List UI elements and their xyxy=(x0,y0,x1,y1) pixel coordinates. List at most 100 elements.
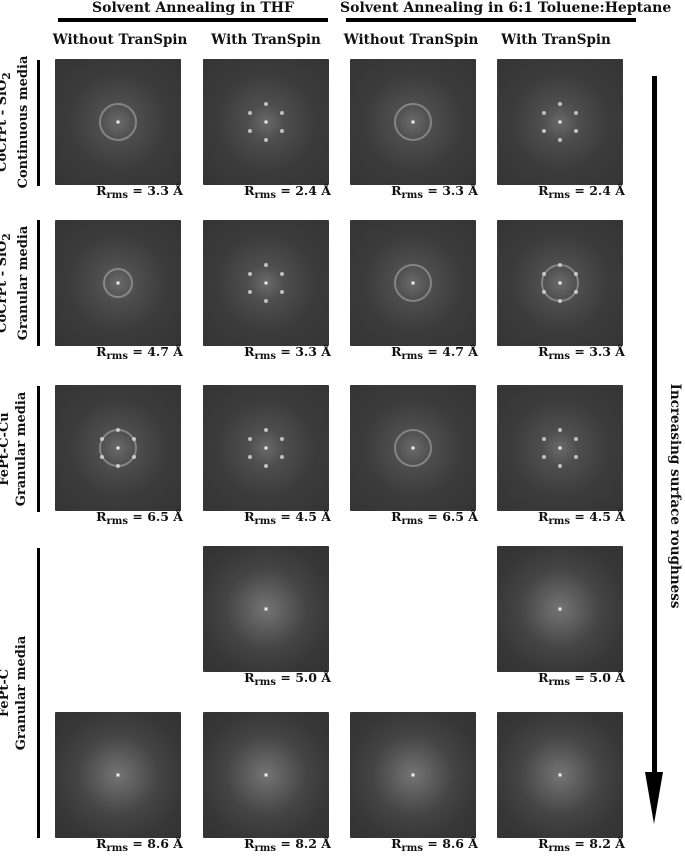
rms-symbol: R xyxy=(244,670,255,685)
fft-image-r1-c1 xyxy=(55,59,181,185)
rms-label-r3-c4: Rrms = 4.5 Å xyxy=(499,509,625,527)
row-label-1: CoCrPt - SiO2 Continuous media xyxy=(0,56,32,189)
rms-value: = 2.4 Å xyxy=(574,183,625,198)
row-label-1-line1: CoCrPt - SiO xyxy=(0,79,11,172)
fft-spot xyxy=(558,299,562,303)
fft-image-r2-c2 xyxy=(203,220,329,346)
roughness-arrow-label: Increasing surface roughness xyxy=(667,383,683,609)
rms-label-r3-c1: Rrms = 6.5 Å xyxy=(57,509,183,527)
fft-ring xyxy=(394,429,432,467)
rms-label-r4-c4: Rrms = 5.0 Å xyxy=(499,670,625,688)
rms-subscript: rms xyxy=(401,516,424,527)
rms-value: = 5.0 Å xyxy=(574,670,625,685)
fft-image-r4-c4 xyxy=(497,546,623,672)
rms-symbol: R xyxy=(538,836,549,851)
rms-subscript: rms xyxy=(548,351,571,362)
fft-ring xyxy=(103,268,133,298)
fft-center xyxy=(264,446,268,450)
rms-subscript: rms xyxy=(106,351,129,362)
fft-image-r3-c3 xyxy=(350,385,476,511)
fft-image-r2-c4 xyxy=(497,220,623,346)
fft-spot xyxy=(116,464,120,468)
fft-spot xyxy=(248,437,252,441)
row-bar-4 xyxy=(37,548,40,838)
rms-symbol: R xyxy=(538,344,549,359)
fft-spot xyxy=(542,290,546,294)
fft-image-r1-c2 xyxy=(203,59,329,185)
rms-value: = 4.5 Å xyxy=(280,509,331,524)
row-label-2-line2: Granular media xyxy=(15,225,31,341)
fft-spot xyxy=(542,111,546,115)
fft-ring xyxy=(394,264,432,302)
fft-spot xyxy=(574,455,578,459)
fft-center xyxy=(558,281,562,285)
rms-value: = 2.4 Å xyxy=(280,183,331,198)
column-header-1: Without TranSpin xyxy=(52,32,188,48)
fft-spot xyxy=(542,129,546,133)
rms-value: = 3.3 Å xyxy=(574,344,625,359)
row-label-2-sub: 2 xyxy=(0,233,13,241)
fft-spot xyxy=(574,437,578,441)
fft-spot xyxy=(248,111,252,115)
rms-subscript: rms xyxy=(106,190,129,201)
roughness-arrow-shaft xyxy=(652,76,657,776)
row-label-3-line1: FePt-C-Cu xyxy=(0,412,12,486)
fft-spot xyxy=(100,437,104,441)
rms-symbol: R xyxy=(391,344,402,359)
fft-spot xyxy=(542,455,546,459)
group-title-toluene-heptane: Solvent Annealing in 6:1 Toluene:Heptane xyxy=(340,0,672,16)
row-label-4-line1: FePt-C xyxy=(0,668,12,718)
fft-center xyxy=(264,773,268,777)
column-header-3: Without TranSpin xyxy=(343,32,479,48)
fft-center xyxy=(558,607,562,611)
rms-value: = 4.5 Å xyxy=(574,509,625,524)
rms-subscript: rms xyxy=(548,677,571,688)
rms-symbol: R xyxy=(244,509,255,524)
fft-spot xyxy=(132,437,136,441)
fft-center xyxy=(116,281,120,285)
rms-subscript: rms xyxy=(254,843,277,854)
rms-label-r5-c1: Rrms = 8.6 Å xyxy=(57,836,183,854)
fft-center xyxy=(411,446,415,450)
rms-label-r2-c3: Rrms = 4.7 Å xyxy=(352,344,478,362)
rms-symbol: R xyxy=(538,509,549,524)
fft-spot xyxy=(264,263,268,267)
fft-spot xyxy=(558,464,562,468)
fft-spot xyxy=(264,299,268,303)
rms-label-r1-c4: Rrms = 2.4 Å xyxy=(499,183,625,201)
fft-image-r5-c3 xyxy=(350,712,476,838)
fft-center xyxy=(116,773,120,777)
fft-spot xyxy=(280,111,284,115)
fft-image-r4-c2 xyxy=(203,546,329,672)
rms-label-r5-c2: Rrms = 8.2 Å xyxy=(205,836,331,854)
fft-spot xyxy=(132,455,136,459)
fft-spot xyxy=(248,290,252,294)
roughness-arrow-head xyxy=(645,772,663,824)
rms-subscript: rms xyxy=(548,190,571,201)
fft-spot xyxy=(280,455,284,459)
rms-value: = 3.3 Å xyxy=(280,344,331,359)
rms-subscript: rms xyxy=(254,516,277,527)
rms-symbol: R xyxy=(96,183,107,198)
fft-spot xyxy=(280,290,284,294)
fft-center xyxy=(558,773,562,777)
fft-image-r3-c1 xyxy=(55,385,181,511)
fft-spot xyxy=(248,455,252,459)
fft-spot xyxy=(558,428,562,432)
row-bar-2 xyxy=(37,220,40,346)
rms-subscript: rms xyxy=(401,843,424,854)
rms-subscript: rms xyxy=(401,351,424,362)
group-underline-thf xyxy=(58,18,328,22)
fft-image-r5-c4 xyxy=(497,712,623,838)
fft-image-r5-c2 xyxy=(203,712,329,838)
rms-label-r2-c2: Rrms = 3.3 Å xyxy=(205,344,331,362)
fft-spot xyxy=(264,428,268,432)
rms-label-r3-c3: Rrms = 6.5 Å xyxy=(352,509,478,527)
fft-spot xyxy=(248,129,252,133)
fft-spot xyxy=(574,290,578,294)
fft-spot xyxy=(264,138,268,142)
fft-ring xyxy=(99,103,137,141)
fft-spot xyxy=(116,428,120,432)
rms-value: = 8.6 Å xyxy=(132,836,183,851)
fft-center xyxy=(264,120,268,124)
